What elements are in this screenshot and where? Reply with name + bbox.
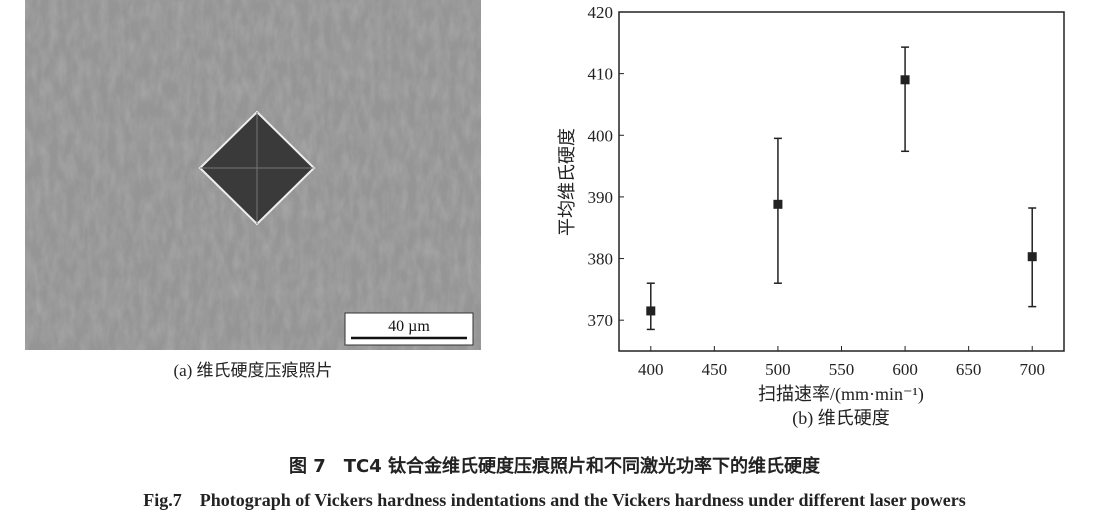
y-tick-label: 410 (588, 65, 614, 84)
y-tick-label: 400 (588, 126, 614, 145)
y-tick-label: 390 (588, 188, 614, 207)
x-tick-label: 550 (829, 360, 855, 379)
scale-bar-label: 40 µm (388, 318, 430, 335)
y-tick-label: 420 (588, 3, 614, 22)
data-point (773, 199, 783, 209)
vickers-indentation-micrograph: 40 µm (25, 0, 481, 350)
figure-caption-cn: 图 7 TC4 钛合金维氏硬度压痕照片和不同激光功率下的维氏硬度 (288, 456, 821, 477)
scale-bar-box (344, 312, 474, 346)
x-tick-label: 400 (638, 360, 664, 379)
chart-subtitle: (b) 维氏硬度 (792, 408, 890, 429)
x-axis-label: 扫描速率/(mm·min⁻¹) (758, 384, 924, 405)
x-tick-label: 700 (1019, 360, 1045, 379)
x-tick-label: 500 (765, 360, 791, 379)
x-tick-label: 600 (892, 360, 918, 379)
y-axis-label: 平均维氏硬度 (557, 128, 578, 236)
panel-a-caption: (a) 维氏硬度压痕照片 (173, 361, 333, 380)
data-point (900, 75, 910, 85)
data-point (646, 306, 656, 316)
y-tick-label: 380 (588, 250, 614, 269)
plot-frame (618, 11, 1065, 352)
data-point (1027, 252, 1037, 262)
figure-caption-en: Fig.7 Photograph of Vickers hardness ind… (143, 490, 966, 510)
x-tick-label: 450 (702, 360, 728, 379)
x-tick-label: 650 (956, 360, 982, 379)
y-tick-label: 370 (588, 311, 614, 330)
hardness-chart: 400 450 500 550 600 650 700370380390400410420 … (557, 3, 1065, 429)
